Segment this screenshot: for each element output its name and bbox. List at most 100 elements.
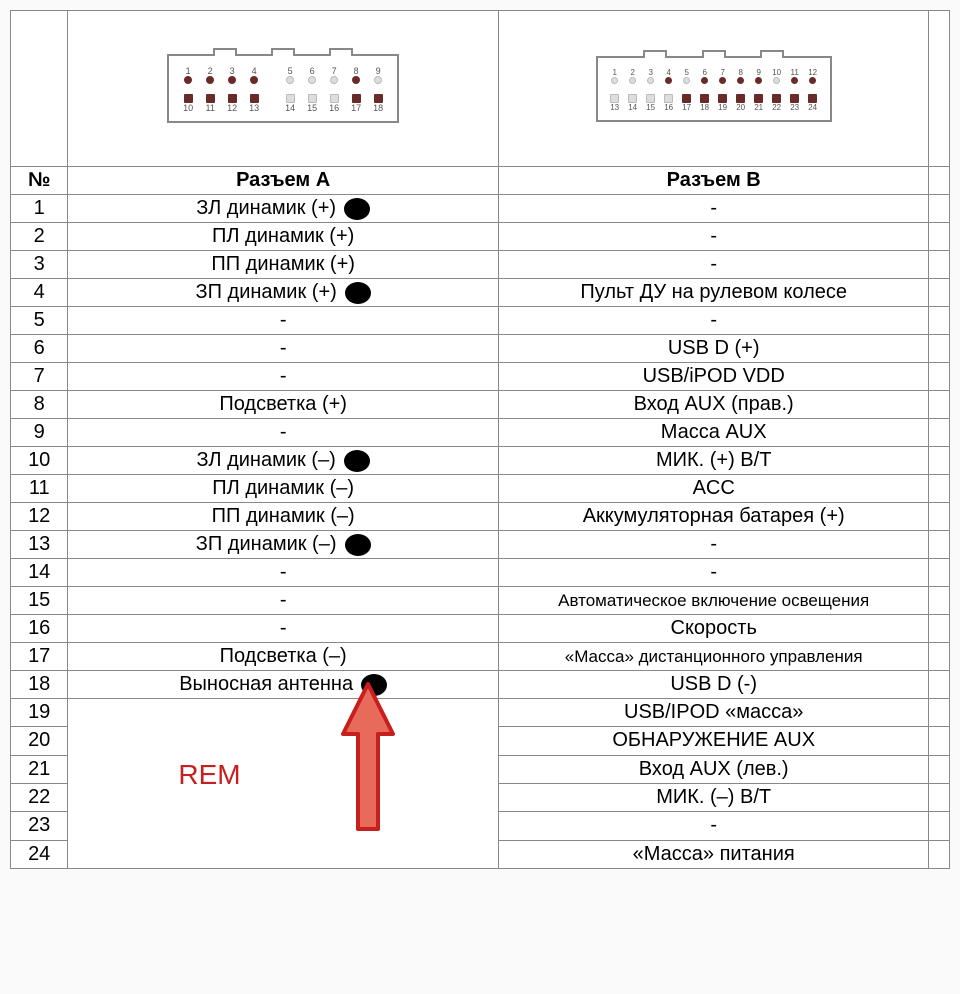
cell-connector-a: -	[68, 587, 499, 615]
header-num: №	[11, 167, 68, 195]
cell-connector-a: -	[68, 363, 499, 391]
table-row: 16-Скорость	[11, 615, 950, 643]
cell-tail	[929, 727, 950, 755]
pin-16: 16	[325, 92, 343, 113]
connector-b-diagram-cell: 123456789101112 131415161718192021222324	[498, 11, 929, 167]
cell-a-text: ЗЛ динамик (+)	[196, 197, 336, 220]
tail-blank	[929, 11, 950, 167]
cell-tail	[929, 251, 950, 279]
cell-a-text: -	[280, 421, 287, 444]
pin-3: 3	[644, 68, 658, 86]
cell-connector-b: USB/iPOD VDD	[498, 363, 929, 391]
pin-18: 18	[369, 92, 387, 113]
table-row: 6-USB D (+)	[11, 335, 950, 363]
cell-tail	[929, 503, 950, 531]
table-row: 2ПЛ динамик (+)-	[11, 223, 950, 251]
cell-a-text: -	[280, 309, 287, 332]
table-row: 17Подсветка (–)«Масса» дистанционного уп…	[11, 643, 950, 671]
table-row: 10ЗЛ динамик (–)МИК. (+) B/T	[11, 447, 950, 475]
cell-connector-b: ОБНАРУЖЕНИЕ AUX	[498, 727, 929, 755]
marker-dot	[345, 534, 371, 556]
pin-1: 1	[179, 66, 197, 86]
row-num: 21	[11, 755, 68, 783]
cell-tail	[929, 195, 950, 223]
row-num: 19	[11, 699, 68, 727]
cell-connector-a: -	[68, 615, 499, 643]
pinout-table-container: 123456789 101112131415161718 12345678910…	[10, 10, 950, 869]
cell-tail	[929, 699, 950, 727]
pin-12: 12	[806, 68, 820, 86]
cell-a-text: -	[280, 589, 287, 612]
cell-tail	[929, 335, 950, 363]
pin-2: 2	[201, 66, 219, 86]
cell-connector-b: «Масса» дистанционного управления	[498, 643, 929, 671]
column-header-row: № Разъем А Разъем B	[11, 167, 950, 195]
cell-connector-b: Аккумуляторная батарея (+)	[498, 503, 929, 531]
row-num: 8	[11, 391, 68, 419]
cell-connector-a: ПП динамик (–)	[68, 503, 499, 531]
cell-tail	[929, 559, 950, 587]
table-row: 7-USB/iPOD VDD	[11, 363, 950, 391]
cell-a-text: ПЛ динамик (–)	[212, 477, 354, 500]
pin-10: 10	[179, 92, 197, 113]
table-row: 8Подсветка (+)Вход AUX (прав.)	[11, 391, 950, 419]
pin-3: 3	[223, 66, 241, 86]
pinout-table: 123456789 101112131415161718 12345678910…	[10, 10, 950, 869]
cell-connector-b: Вход AUX (лев.)	[498, 755, 929, 783]
cell-connector-b: -	[498, 251, 929, 279]
cell-tail	[929, 223, 950, 251]
cell-a-text: -	[280, 365, 287, 388]
cell-connector-b: -	[498, 531, 929, 559]
table-row: 19REMUSB/IPOD «масса»	[11, 699, 950, 727]
cell-tail	[929, 755, 950, 783]
row-num: 22	[11, 783, 68, 811]
pin-15: 15	[644, 92, 658, 112]
rem-annotation-cell: REM	[68, 699, 499, 869]
cell-a-text: Подсветка (–)	[220, 645, 347, 668]
cell-a-text: -	[280, 617, 287, 640]
pin-16: 16	[662, 92, 676, 112]
connector-a: 123456789 101112131415161718	[167, 54, 399, 123]
cell-a-text: ПП динамик (+)	[211, 253, 355, 276]
rem-label: REM	[178, 759, 240, 791]
cell-connector-b: -	[498, 559, 929, 587]
cell-connector-a: ЗЛ динамик (+)	[68, 195, 499, 223]
marker-dot	[345, 282, 371, 304]
cell-connector-b: -	[498, 195, 929, 223]
marker-dot	[344, 450, 370, 472]
cell-tail	[929, 615, 950, 643]
pin-4: 4	[662, 68, 676, 86]
cell-a-text: -	[280, 337, 287, 360]
cell-connector-a: ЗЛ динамик (–)	[68, 447, 499, 475]
table-row: 12ПП динамик (–)Аккумуляторная батарея (…	[11, 503, 950, 531]
cell-connector-a: -	[68, 419, 499, 447]
cell-a-text: Подсветка (+)	[219, 393, 347, 416]
pin-17: 17	[347, 92, 365, 113]
table-row: 15-Автоматическое включение освещения	[11, 587, 950, 615]
cell-connector-a: ЗП динамик (–)	[68, 531, 499, 559]
header-tail	[929, 167, 950, 195]
pin-20: 20	[734, 92, 748, 112]
cell-a-text: ЗП динамик (+)	[196, 281, 337, 304]
cell-connector-a: Подсветка (–)	[68, 643, 499, 671]
pin-13: 13	[608, 92, 622, 112]
cell-connector-a: ПЛ динамик (+)	[68, 223, 499, 251]
pin-9: 9	[752, 68, 766, 86]
cell-connector-a: -	[68, 307, 499, 335]
pin-14: 14	[626, 92, 640, 112]
pin-6: 6	[698, 68, 712, 86]
cell-connector-a: Подсветка (+)	[68, 391, 499, 419]
cell-connector-b: «Масса» питания	[498, 840, 929, 868]
cell-tail	[929, 391, 950, 419]
cell-tail	[929, 419, 950, 447]
pin-13: 13	[245, 92, 263, 113]
table-row: 5--	[11, 307, 950, 335]
cell-tail	[929, 363, 950, 391]
pin-23: 23	[788, 92, 802, 112]
table-row: 4ЗП динамик (+)Пульт ДУ на рулевом колес…	[11, 279, 950, 307]
cell-a-text: ЗЛ динамик (–)	[197, 449, 336, 472]
marker-dot	[344, 198, 370, 220]
arrow-up-icon	[338, 679, 398, 859]
cell-a-text: ЗП динамик (–)	[196, 533, 337, 556]
cell-tail	[929, 447, 950, 475]
